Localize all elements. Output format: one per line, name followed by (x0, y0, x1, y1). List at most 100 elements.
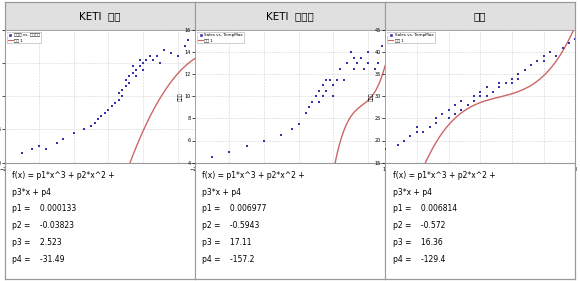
Y-axis label: 판매량: 판매량 (178, 92, 183, 101)
Point (526, 63, 535, 67)
Point (111, 101, 120, 105)
Point (107, 104, 117, 108)
Point (86, 124, 96, 128)
Point (482, 94, 491, 99)
Point (155, 61, 165, 65)
Point (488, 90, 498, 94)
Point (539, 59, 548, 63)
Point (318, 83, 328, 87)
Text: p3 =    2.523: p3 = 2.523 (12, 238, 62, 247)
Point (539, 54, 548, 59)
Point (450, 103, 459, 107)
Point (97, 114, 106, 118)
Point (456, 98, 466, 103)
Point (118, 94, 127, 99)
Point (208, 155, 217, 159)
Point (118, 87, 127, 92)
Point (444, 107, 453, 112)
Point (564, 41, 574, 46)
Point (114, 97, 124, 102)
Point (571, 37, 580, 41)
Point (377, 44, 386, 49)
Point (501, 81, 510, 85)
Point (318, 94, 328, 99)
Point (128, 64, 137, 69)
Point (135, 58, 144, 62)
Point (180, 44, 189, 49)
Text: p3*x + p4: p3*x + p4 (12, 188, 51, 197)
Point (412, 125, 422, 130)
Text: p2 =    -0.572: p2 = -0.572 (393, 221, 445, 230)
Point (380, 147, 390, 151)
Point (315, 99, 324, 104)
Point (374, 61, 383, 65)
Point (125, 81, 134, 85)
Point (139, 67, 148, 72)
Point (145, 54, 154, 59)
Text: p4 =    -31.49: p4 = -31.49 (12, 255, 65, 264)
X-axis label: 최고온도: 최고온도 (94, 173, 106, 178)
Point (152, 54, 161, 59)
Point (148, 58, 158, 62)
Point (42, 147, 51, 151)
Text: p4 =    -129.4: p4 = -129.4 (393, 255, 445, 264)
Point (322, 89, 331, 93)
Point (425, 125, 434, 130)
Point (287, 127, 296, 132)
Point (431, 116, 440, 121)
Point (558, 45, 567, 50)
Point (277, 133, 286, 137)
Text: p1 =    0.006814: p1 = 0.006814 (393, 205, 457, 214)
Point (393, 143, 403, 147)
Point (514, 76, 523, 81)
Point (69, 130, 78, 135)
Point (370, 66, 379, 71)
Point (93, 117, 103, 122)
Text: p1 =    0.000133: p1 = 0.000133 (12, 205, 77, 214)
Point (495, 81, 504, 85)
Point (339, 78, 348, 82)
Point (456, 107, 466, 112)
Point (52, 140, 61, 145)
Text: f(x) = p1*x^3 + p2*x^2 +: f(x) = p1*x^3 + p2*x^2 + (202, 171, 305, 180)
Point (495, 85, 504, 90)
Point (311, 94, 321, 99)
Point (225, 149, 234, 154)
Point (469, 94, 478, 99)
X-axis label: 최고온도: 최고온도 (474, 173, 486, 178)
Text: p3*x + p4: p3*x + p4 (393, 188, 432, 197)
Point (142, 58, 151, 62)
Point (259, 138, 269, 143)
Text: p3 =    17.11: p3 = 17.11 (202, 238, 252, 247)
Text: 일본: 일본 (474, 11, 487, 21)
Point (342, 61, 351, 65)
Point (59, 137, 68, 142)
Point (332, 78, 342, 82)
Text: p4 =    -157.2: p4 = -157.2 (202, 255, 255, 264)
Text: p2 =    -0.03823: p2 = -0.03823 (12, 221, 74, 230)
Legend: Sales vs. TempMax, 적합 1: Sales vs. TempMax, 적합 1 (387, 32, 434, 43)
Point (406, 134, 415, 138)
Point (183, 38, 193, 42)
Text: KETI  휴게소: KETI 휴게소 (266, 11, 314, 21)
Point (135, 64, 144, 69)
Point (100, 111, 110, 115)
Point (308, 99, 317, 104)
Point (450, 112, 459, 116)
Text: p3*x + p4: p3*x + p4 (202, 188, 241, 197)
Point (363, 50, 372, 54)
Point (437, 112, 447, 116)
Point (532, 59, 542, 63)
Point (173, 54, 182, 59)
Point (508, 81, 517, 85)
Point (315, 89, 324, 93)
Point (514, 72, 523, 76)
Point (17, 150, 27, 155)
Point (104, 107, 113, 112)
Point (114, 91, 124, 95)
Y-axis label: 판매량: 판매량 (368, 92, 374, 101)
Point (356, 55, 365, 60)
Point (121, 78, 130, 82)
Point (128, 71, 137, 75)
Point (431, 121, 440, 125)
